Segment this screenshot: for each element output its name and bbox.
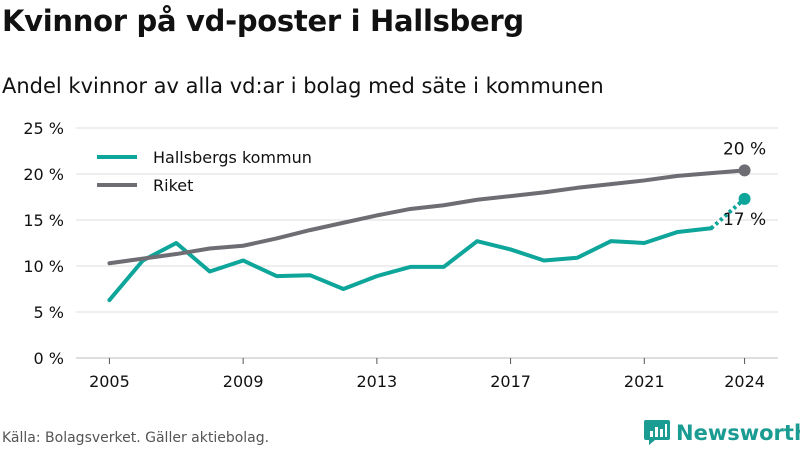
brand-name: Newsworthy — [676, 421, 800, 445]
end-label-hallsberg: 17 % — [723, 210, 766, 230]
x-tick-label: 2021 — [624, 372, 665, 391]
x-tick-label: 2009 — [223, 372, 264, 391]
x-tick-label: 2013 — [356, 372, 397, 391]
end-marker-riket — [738, 164, 751, 177]
series-hallsberg: 17 % — [107, 192, 766, 303]
legend-label-riket: Riket — [153, 176, 193, 195]
y-axis-ticks: 0 % 5 % 10 % 15 % 20 % 25 % — [23, 119, 64, 368]
y-tick-label: 15 % — [23, 211, 64, 230]
series-line-riket — [107, 168, 747, 266]
legend-item-riket: Riket — [97, 176, 193, 195]
y-tick-label: 20 % — [23, 165, 64, 184]
legend: Hallsbergs kommun Riket — [97, 148, 312, 195]
series-riket: 20 % — [107, 139, 766, 266]
x-tick-label: 2024 — [724, 372, 765, 391]
x-tick-label: 2005 — [89, 372, 130, 391]
y-tick-label: 5 % — [34, 303, 64, 322]
series-lines: 17 % 20 % — [107, 139, 766, 303]
x-axis-ticks: 2005 2009 2013 2017 2021 2024 — [89, 358, 765, 391]
y-tick-label: 0 % — [34, 349, 64, 368]
end-label-riket: 20 % — [723, 139, 766, 159]
newsworthy-logo-icon — [644, 417, 670, 449]
chart-subtitle: Andel kvinnor av alla vd:ar i bolag med … — [2, 74, 604, 98]
series-line-hallsberg — [107, 226, 714, 303]
y-tick-label: 10 % — [23, 257, 64, 276]
brand-logo[interactable]: Newsworthy — [644, 418, 800, 448]
legend-item-hallsberg: Hallsbergs kommun — [97, 148, 312, 167]
legend-label-hallsberg: Hallsbergs kommun — [153, 148, 312, 167]
series-last-segment-hallsberg — [709, 197, 746, 230]
x-tick-label: 2017 — [490, 372, 531, 391]
chart-title: Kvinnor på vd-poster i Hallsberg — [2, 4, 524, 38]
source-note: Källa: Bolagsverket. Gäller aktiebolag. — [2, 430, 270, 446]
end-marker-hallsberg — [738, 192, 751, 205]
y-tick-label: 25 % — [23, 119, 64, 138]
